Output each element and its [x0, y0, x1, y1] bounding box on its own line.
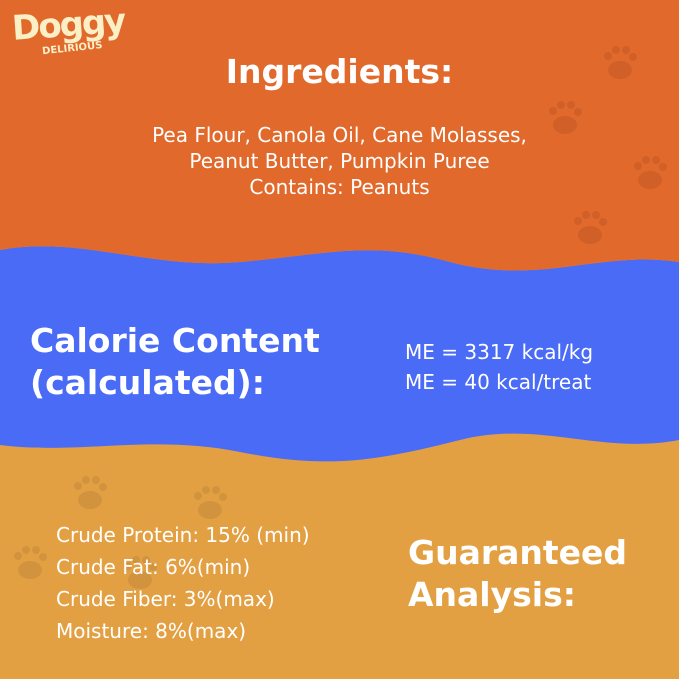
- ingredients-line: Peanut Butter, Pumpkin Puree: [189, 149, 490, 173]
- ingredients-title: Ingredients:: [225, 52, 454, 91]
- analysis-item: Moisture: 8%(max): [56, 619, 247, 643]
- calorie-title-line: Calorie Content: [30, 321, 320, 360]
- allergen-line: Contains: Peanuts: [249, 175, 430, 199]
- blue-band: [0, 246, 679, 462]
- analysis-item: Crude Fat: 6%(min): [56, 555, 251, 579]
- calorie-per-treat: ME = 40 kcal/treat: [405, 370, 592, 394]
- paw-print-icons: [14, 46, 667, 589]
- calorie-title: Calorie Content (calculated):: [30, 320, 320, 404]
- calorie-title-line: (calculated):: [30, 363, 265, 402]
- analysis-title: Guaranteed Analysis:: [408, 532, 627, 616]
- analysis-item: Crude Protein: 15% (min): [56, 523, 310, 547]
- analysis-item: Crude Fiber: 3%(max): [56, 587, 275, 611]
- analysis-title-line: Guaranteed: [408, 533, 628, 572]
- analysis-list: Crude Protein: 15% (min) Crude Fat: 6%(m…: [56, 519, 310, 647]
- brand-logo: Doggy DELIRIOUS: [11, 1, 126, 57]
- orange-band: [0, 0, 679, 271]
- ingredients-line: Pea Flour, Canola Oil, Cane Molasses,: [152, 123, 527, 147]
- ingredients-list: Pea Flour, Canola Oil, Cane Molasses, Pe…: [0, 122, 679, 200]
- calorie-values: ME = 3317 kcal/kg ME = 40 kcal/treat: [405, 337, 593, 397]
- analysis-title-line: Analysis:: [408, 575, 576, 614]
- calorie-per-kg: ME = 3317 kcal/kg: [405, 340, 594, 364]
